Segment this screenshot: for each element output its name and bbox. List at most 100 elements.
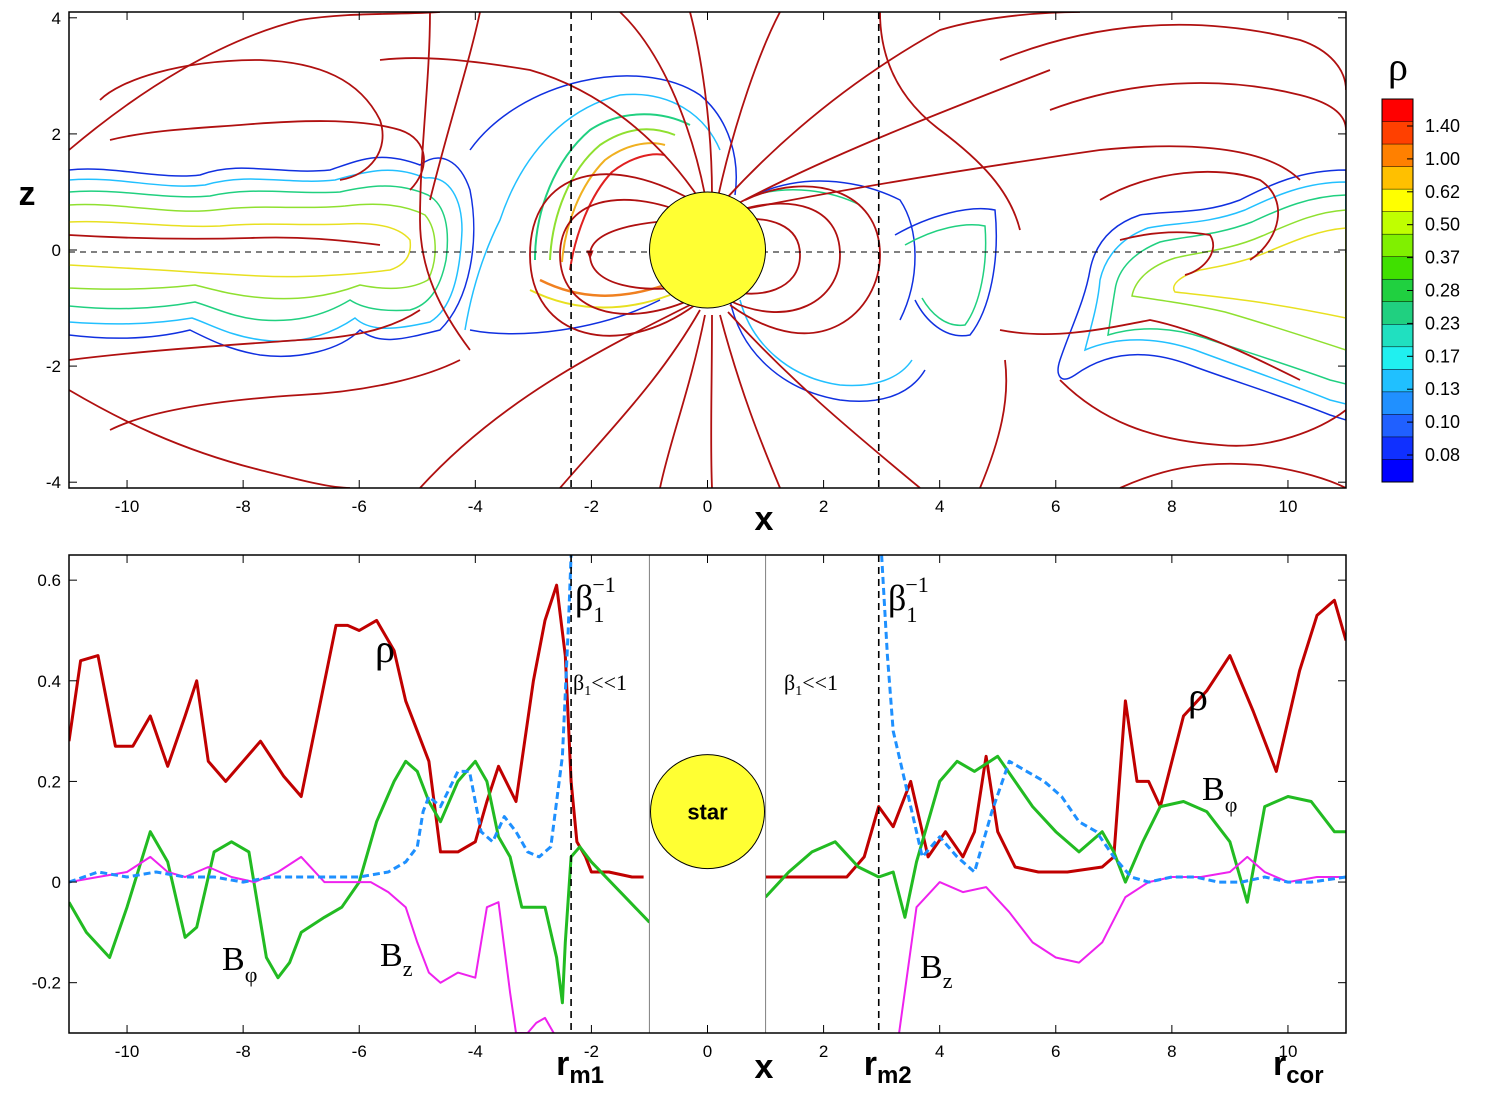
annotation-bz-left: Bz (380, 937, 413, 981)
colorbar-band (1382, 256, 1413, 280)
annotation-beta-small-left: β1<<1 (573, 670, 627, 699)
annotation-bz-right-main: B (920, 949, 943, 986)
series-bphi-left (69, 759, 651, 1005)
colorbar-level-label: 0.37 (1425, 248, 1460, 268)
magnetic-field-lines (69, 12, 1346, 488)
bottom-y-tick-label: 0.2 (37, 772, 61, 791)
colorbar: ρ 1.40 1.00 0.62 0.50 0.37 0.28 0.23 0.17 0.13 0.… (1381, 44, 1460, 483)
bottom-x-axis-label: x (755, 1048, 774, 1086)
bottom-x-tick-label: -2 (584, 1042, 599, 1061)
annotation-bphi-right-sub: φ (1225, 792, 1238, 817)
bottom-x-tick-label: -6 (352, 1042, 367, 1061)
bottom-y-tick-label: 0.6 (37, 571, 61, 590)
annotation-bz-right: Bz (920, 949, 953, 993)
annotation-beta-small-left-main: β (573, 670, 584, 695)
colorbar-band (1382, 301, 1413, 325)
colorbar-band (1382, 99, 1413, 123)
top-x-tick-label: -10 (115, 497, 140, 516)
colorbar-labels: 1.40 1.00 0.62 0.50 0.37 0.28 0.23 0.17 0.13 0.10… (1407, 116, 1460, 465)
bottom-y-tick-label: -0.2 (32, 974, 61, 993)
bottom-panel: star -10 -8 -6 -4 -2 0 2 4 6 8 10 -0.2 0 0.2 0.4 0.6 x… (32, 554, 1347, 1089)
annotation-beta-small-left-rest: <<1 (591, 670, 627, 695)
colorbar-band (1382, 144, 1413, 168)
top-y-tick-label: -4 (46, 473, 61, 492)
annotation-rho-right: ρ (1188, 674, 1208, 719)
series-rho-right (765, 598, 1346, 879)
colorbar-level-label: 0.28 (1425, 281, 1460, 301)
density-contours (69, 75, 1346, 421)
marker-m1-main: r (556, 1045, 569, 1083)
annotation-bphi-right-main: B (1202, 771, 1225, 808)
bottom-x-tick-label: -10 (115, 1042, 140, 1061)
top-x-axis-label: x (755, 500, 774, 538)
star-label: star (687, 800, 728, 825)
annotation-beta-small-right-sub: 1 (795, 684, 802, 699)
bottom-x-ticks: -10 -8 -6 -4 -2 0 2 4 6 8 10 (115, 555, 1297, 1061)
colorbar-band (1382, 189, 1413, 213)
annotation-beta-small-right-main: β (784, 670, 795, 695)
top-x-tick-label: -4 (468, 497, 483, 516)
top-y-ticks: -4 -2 0 2 4 (46, 9, 1346, 492)
annotation-beta-inv-right-sup: −1 (905, 572, 928, 597)
colorbar-band (1382, 279, 1413, 303)
colorbar-band (1382, 414, 1413, 438)
bottom-x-tick-label: 6 (1051, 1042, 1060, 1061)
colorbar-level-label: 0.08 (1425, 445, 1460, 465)
series-beta_inv-right (880, 555, 1346, 884)
bottom-x-tick-label: 0 (703, 1042, 712, 1061)
colorbar-level-label: 0.17 (1425, 346, 1460, 366)
annotation-beta-inv-right-main: β (888, 578, 906, 618)
colorbar-band (1382, 211, 1413, 235)
colorbar-level-label: 0.10 (1425, 412, 1460, 432)
colorbar-title: ρ (1388, 44, 1408, 89)
marker-m2: rm2 (864, 1045, 912, 1089)
annotation-bphi-right: Bφ (1202, 771, 1237, 817)
top-x-tick-label: 6 (1051, 497, 1060, 516)
colorbar-level-label: 0.62 (1425, 182, 1460, 202)
bottom-x-tick-label: -4 (468, 1042, 483, 1061)
bottom-x-tick-label: 10 (1278, 1042, 1297, 1061)
top-x-tick-label: -8 (236, 497, 251, 516)
annotation-bz-right-sub: z (943, 968, 953, 993)
annotation-bphi-left-main: B (222, 941, 245, 978)
annotation-beta-inv-right-sub: 1 (906, 602, 917, 627)
colorbar-band (1382, 121, 1413, 145)
annotation-bphi-left-sub: φ (245, 962, 258, 987)
annotation-bz-left-main: B (380, 937, 403, 974)
top-x-tick-label: 0 (703, 497, 712, 516)
colorbar-level-label: 0.50 (1425, 215, 1460, 235)
colorbar-band (1382, 459, 1413, 483)
top-x-tick-label: 8 (1167, 497, 1176, 516)
bottom-y-tick-label: 0.4 (37, 672, 61, 691)
marker-m2-main: r (864, 1045, 877, 1083)
bottom-y-ticks: -0.2 0 0.2 0.4 0.6 (32, 571, 1346, 993)
annotation-beta-inv-left-sub: 1 (593, 602, 604, 627)
top-y-tick-label: -2 (46, 357, 61, 376)
colorbar-band (1382, 324, 1413, 348)
series-rho-left (69, 583, 644, 879)
colorbar-band (1382, 391, 1413, 415)
annotation-beta-inv-left-sup: −1 (592, 572, 615, 597)
top-x-tick-label: 10 (1278, 497, 1297, 516)
bottom-x-tick-label: 8 (1167, 1042, 1176, 1061)
profile-series (69, 555, 1346, 1033)
top-panel: -10 -8 -6 -4 -2 0 2 4 6 8 10 -4 -2 0 2 4 x z ρ 1.40 1.0… (19, 9, 1461, 538)
annotation-beta-inv-left-main: β (575, 578, 593, 618)
colorbar-band (1382, 166, 1413, 190)
annotation-beta-inv-right: β1 −1 (888, 572, 929, 627)
colorbar-bands (1382, 98, 1413, 483)
bottom-y-tick-label: 0 (52, 873, 61, 892)
annotation-bz-left-sub: z (403, 956, 413, 981)
colorbar-band (1382, 234, 1413, 258)
radius-markers: rm1 rm2 rcor (556, 1045, 1323, 1089)
series-bz-right (898, 855, 1346, 1033)
top-z-axis-label: z (19, 175, 36, 213)
marker-cor-main: r (1273, 1045, 1286, 1083)
annotation-beta-inv-left: β1 −1 (575, 572, 616, 627)
star-sphere (649, 191, 766, 309)
annotation-beta-small-right: β1<<1 (784, 670, 838, 699)
series-beta_inv-left (69, 555, 573, 884)
annotation-beta-small-right-rest: <<1 (802, 670, 838, 695)
top-x-tick-label: 4 (935, 497, 944, 516)
